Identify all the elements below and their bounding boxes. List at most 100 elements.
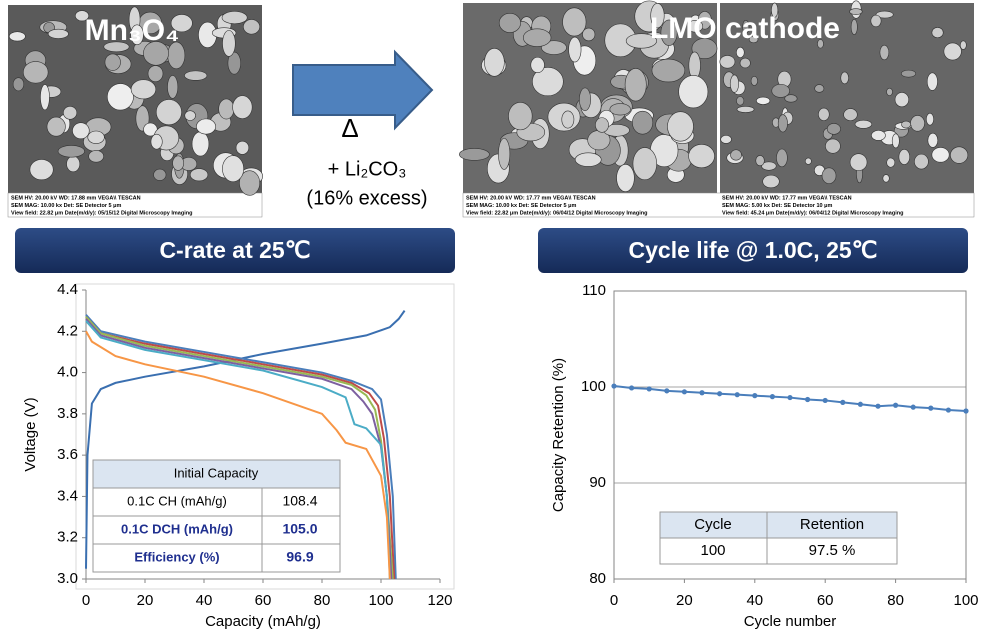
- y-tick-label: 110: [582, 282, 606, 299]
- sem-particle: [688, 144, 715, 169]
- data-point: [840, 399, 846, 405]
- data-point: [928, 405, 934, 411]
- sem-particle: [221, 11, 248, 25]
- y-tick-label: 3.6: [57, 446, 78, 463]
- delta: Δ: [341, 113, 358, 143]
- sem-particle: [184, 110, 196, 121]
- sem-particle: [222, 155, 244, 183]
- sem-label: Mn₃O₄: [85, 14, 180, 47]
- sem-particle: [616, 164, 635, 193]
- sem-particle: [167, 75, 179, 99]
- data-point: [910, 404, 916, 410]
- data-point: [681, 389, 688, 395]
- sem-caption: SEM MAG: 10.00 kx Det: SE Detector 5 μm: [466, 203, 576, 209]
- table-cell: 96.9: [286, 549, 313, 565]
- sem-particle: [826, 123, 841, 135]
- banner: [538, 228, 968, 273]
- sem-particle: [891, 133, 900, 149]
- sem-caption: SEM HV: 20.00 kV WD: 17.77 mm VEGA\\ TES…: [722, 195, 852, 201]
- x-tick-label: 100: [953, 592, 978, 609]
- sem-particle: [729, 74, 740, 93]
- sem-particle: [12, 77, 25, 92]
- table-cell: 0.1C DCH (mAh/g): [121, 521, 233, 536]
- sem-particle: [875, 10, 894, 19]
- sem-particle: [894, 92, 910, 108]
- sem-particle: [63, 105, 78, 120]
- sem-particle: [870, 14, 882, 28]
- y-tick-label: 4.4: [57, 281, 78, 298]
- x-tick-label: 80: [887, 592, 904, 609]
- sem-particle: [950, 146, 969, 164]
- sem-particle: [901, 120, 911, 129]
- x-tick-label: 0: [82, 592, 90, 609]
- sem-particle: [910, 115, 925, 132]
- y-tick-label: 80: [589, 570, 606, 587]
- table-cell: 97.5 %: [809, 542, 856, 559]
- table-cell: 105.0: [282, 521, 317, 537]
- sem-particle: [227, 51, 241, 75]
- sem-particle: [660, 19, 678, 46]
- sem-particle: [22, 61, 49, 84]
- data-point: [734, 392, 740, 398]
- sem-particle: [688, 51, 701, 80]
- x-axis-label: Cycle number: [744, 613, 837, 630]
- data-point: [699, 390, 705, 396]
- sem-particle: [931, 27, 944, 39]
- sem-particle: [103, 41, 130, 53]
- sem-particle: [46, 116, 66, 137]
- sem-particle: [691, 38, 718, 60]
- sem-particle: [632, 147, 657, 181]
- table-header: [659, 511, 898, 539]
- sem-particle: [756, 96, 771, 105]
- sem-particle: [8, 31, 26, 42]
- sem-particle: [771, 2, 779, 18]
- series-line: [85, 320, 391, 580]
- sem-particle: [579, 87, 591, 112]
- data-point: [752, 393, 758, 399]
- series-line: [85, 316, 396, 580]
- data-point: [646, 386, 652, 392]
- x-tick-label: 40: [196, 592, 213, 609]
- table-title: Initial Capacity: [174, 465, 259, 480]
- sem-particle: [74, 10, 90, 22]
- sem-particle: [736, 96, 745, 106]
- sem-particle: [104, 53, 121, 71]
- x-tick-label: 80: [314, 592, 331, 609]
- sem-particle: [678, 75, 709, 109]
- sem-particle: [87, 130, 105, 144]
- sem-particle: [184, 70, 208, 81]
- sem-caption-box: [462, 192, 975, 218]
- y-axis-label: Capacity Retention (%): [550, 358, 567, 512]
- sem-particle: [755, 155, 765, 167]
- sem-particle: [632, 110, 654, 135]
- series-line: [85, 310, 406, 569]
- sem-particle: [771, 83, 790, 98]
- banner-text: C-rate at 25℃: [159, 237, 310, 263]
- sem-particle: [568, 36, 582, 63]
- sem-particle: [850, 19, 858, 35]
- sem-particle: [243, 19, 261, 35]
- sem-particle: [736, 105, 755, 113]
- sem-particle: [901, 69, 917, 78]
- y-tick-label: 3.4: [57, 487, 78, 504]
- sem-particle: [72, 122, 90, 140]
- sem-particle: [57, 145, 85, 158]
- y-tick-label: 4.0: [57, 364, 78, 381]
- sem-caption: View field: 22.82 μm Date(m/d/y): 05/15/…: [11, 210, 192, 216]
- sem-particle: [130, 79, 157, 100]
- banner: [15, 228, 455, 273]
- table-header-cell: Retention: [800, 516, 864, 533]
- sem-particle: [561, 110, 575, 129]
- data-point: [717, 391, 723, 397]
- sem-caption: View field: 22.82 μm Date(m/d/y): 06/04/…: [466, 210, 647, 216]
- sem-particle: [624, 68, 647, 102]
- sem-particle: [530, 56, 545, 74]
- sem-particle: [47, 28, 69, 39]
- y-tick-label: 100: [581, 378, 606, 395]
- sem-caption: SEM HV: 20.00 kV WD: 17.88 mm VEGA\\ TES…: [11, 195, 141, 201]
- sem-particle: [609, 103, 631, 116]
- data-point: [822, 397, 828, 404]
- reagent-note: (16% excess): [306, 187, 427, 209]
- data-point: [611, 383, 617, 389]
- y-tick-label: 3.2: [57, 529, 78, 546]
